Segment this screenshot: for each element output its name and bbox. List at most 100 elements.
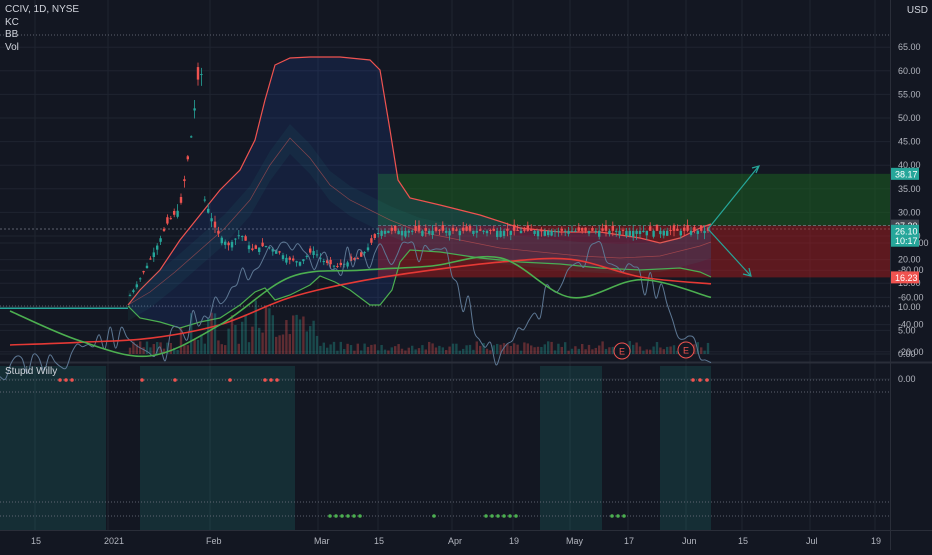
candle-body — [615, 230, 618, 232]
osc-tick-label: -20.00 — [898, 347, 924, 357]
volume-bar — [302, 316, 305, 354]
price-label-text: 16.23 — [895, 273, 918, 283]
candle-body — [509, 230, 512, 235]
candle-body — [475, 230, 478, 233]
candle-body — [132, 290, 135, 292]
symbol-line[interactable]: CCIV, 1D, NYSE — [5, 4, 80, 15]
volume-bar — [557, 343, 560, 354]
candle-body — [445, 230, 448, 233]
volume-bar — [326, 347, 329, 354]
volume-bar — [499, 344, 502, 354]
price-tick-label: 50.00 — [898, 113, 921, 123]
candle-body — [224, 241, 227, 245]
candle-body — [601, 228, 604, 231]
price-tick-label: 30.00 — [898, 207, 921, 217]
volume-bar — [628, 341, 631, 354]
volume-bar — [608, 347, 611, 354]
candle-body — [652, 230, 655, 237]
candle-body — [513, 224, 516, 231]
candle-body — [649, 226, 652, 231]
volume-bar — [200, 334, 203, 354]
volume-bar — [190, 313, 193, 354]
volume-bar — [421, 345, 424, 354]
osc-shade-region — [660, 366, 711, 530]
osc-signal-line — [9, 255, 712, 358]
osc-oversold-dot — [514, 514, 518, 518]
candle-body — [315, 254, 319, 256]
time-tick-label: 15 — [738, 536, 748, 546]
volume-bar — [285, 320, 288, 354]
volume-bar — [135, 344, 138, 354]
candle-body — [672, 225, 676, 231]
volume-bar — [377, 350, 380, 354]
candle-body — [703, 230, 706, 234]
volume-bar — [567, 350, 570, 354]
candle-body — [618, 230, 621, 235]
indicator-vol[interactable]: Vol — [5, 41, 19, 53]
candle-body — [536, 230, 540, 237]
candle-body — [519, 230, 523, 234]
candle-body — [336, 265, 339, 267]
time-tick-label: Jul — [806, 536, 818, 546]
price-tick-label: 65.00 — [898, 42, 921, 52]
candle-body — [275, 250, 278, 254]
candle-body — [557, 230, 560, 232]
volume-bar — [210, 312, 213, 354]
volume-bar — [251, 326, 254, 354]
volume-bar — [455, 343, 458, 354]
currency-label: USD — [906, 5, 928, 16]
volume-bar — [591, 349, 594, 354]
volume-bar — [298, 319, 302, 354]
candle-body — [176, 210, 179, 217]
candle-body — [676, 228, 679, 231]
candle-body — [302, 259, 305, 262]
volume-bar — [220, 344, 223, 354]
volume-bar — [173, 347, 176, 354]
candle-body — [237, 235, 240, 237]
osc-overbought-dot — [58, 378, 62, 382]
osc-oversold-dot — [622, 514, 626, 518]
candle-body — [349, 256, 353, 262]
price-label-text: 10:17 — [895, 236, 918, 246]
volume-bar — [407, 347, 410, 354]
time-tick-label: 15 — [31, 536, 41, 546]
volume-bar — [540, 346, 543, 354]
volume-bar — [635, 342, 638, 354]
volume-bar — [346, 343, 349, 354]
volume-bar — [275, 336, 278, 354]
osc-overbought-dot — [173, 378, 177, 382]
volume-bar — [475, 341, 478, 354]
volume-bar — [472, 349, 475, 354]
volume-bar — [550, 341, 553, 354]
indicator-bb[interactable]: BB — [5, 29, 19, 40]
volume-bar — [380, 344, 383, 354]
candle-body — [683, 227, 686, 231]
candle-body — [247, 245, 251, 250]
candle-body — [686, 225, 689, 231]
osc-oversold-dot — [358, 514, 362, 518]
candle-body — [441, 225, 444, 231]
keltner-mid — [127, 137, 712, 306]
candle-body — [159, 238, 162, 242]
candle-body — [142, 271, 145, 273]
volume-bar — [145, 341, 149, 354]
oscillator-title[interactable]: Stupid Willy — [5, 366, 58, 377]
volume-bar — [584, 349, 587, 354]
projection-arrow-down — [707, 228, 751, 276]
price-label-text: 38.17 — [895, 169, 918, 179]
candle-body — [261, 242, 264, 247]
candle-body — [264, 246, 268, 248]
candle-body — [608, 230, 611, 235]
volume-bar — [434, 347, 438, 354]
volume-bar — [387, 350, 390, 354]
volume-bar — [479, 345, 482, 354]
indicator-kc[interactable]: KC — [5, 16, 19, 28]
volume-bar — [519, 350, 523, 354]
candle-body — [281, 255, 285, 260]
volume-bar — [672, 345, 676, 354]
candle-body — [152, 252, 155, 257]
candle-body — [567, 230, 570, 234]
volume-bar — [496, 343, 499, 354]
